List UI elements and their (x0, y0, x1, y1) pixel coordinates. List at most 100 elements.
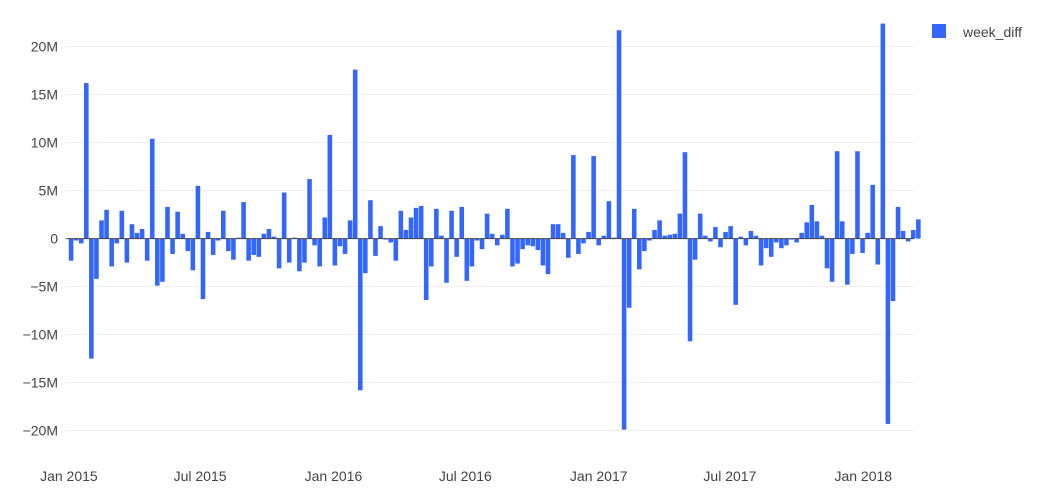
bar[interactable] (895, 206, 901, 239)
bar[interactable] (114, 238, 120, 244)
bar[interactable] (672, 233, 678, 239)
bar[interactable] (794, 238, 799, 243)
legend-label[interactable]: week_diff (962, 24, 1022, 40)
bar[interactable] (205, 231, 211, 239)
bar[interactable] (73, 238, 79, 241)
bar[interactable] (505, 208, 510, 239)
bar[interactable] (708, 238, 713, 242)
bar[interactable] (418, 205, 424, 239)
bar[interactable] (779, 238, 784, 249)
bar[interactable] (332, 238, 338, 266)
bar[interactable] (434, 208, 439, 239)
bar[interactable] (571, 155, 576, 239)
bar[interactable] (885, 238, 891, 424)
bar[interactable] (210, 238, 216, 255)
bar[interactable] (515, 238, 520, 264)
bar[interactable] (119, 210, 125, 239)
bar[interactable] (510, 238, 515, 267)
bar[interactable] (768, 238, 774, 257)
bar[interactable] (855, 151, 860, 239)
bar[interactable] (576, 238, 581, 254)
bar[interactable] (423, 238, 429, 301)
bar[interactable] (357, 238, 363, 391)
bar[interactable] (642, 238, 647, 252)
bar[interactable] (266, 229, 272, 239)
bar[interactable] (175, 211, 180, 239)
bar[interactable] (763, 238, 769, 249)
bar[interactable] (850, 238, 855, 254)
bar[interactable] (682, 152, 688, 239)
bar[interactable] (550, 224, 556, 239)
bar[interactable] (743, 238, 749, 246)
bar[interactable] (845, 238, 850, 285)
bar[interactable] (829, 238, 835, 282)
bar[interactable] (647, 238, 652, 241)
bar[interactable] (215, 238, 221, 241)
bar[interactable] (439, 235, 444, 239)
legend[interactable]: week_diff (932, 24, 1022, 40)
bar[interactable] (78, 238, 84, 244)
bar[interactable] (555, 224, 561, 239)
bar[interactable] (281, 192, 287, 239)
bar[interactable] (591, 156, 596, 239)
bar[interactable] (677, 213, 683, 239)
bar[interactable] (139, 229, 145, 239)
bar[interactable] (297, 238, 302, 272)
bar[interactable] (799, 232, 804, 239)
bar[interactable] (601, 235, 607, 239)
bar[interactable] (738, 236, 744, 239)
bar[interactable] (500, 234, 505, 239)
bar[interactable] (286, 238, 292, 263)
bar[interactable] (748, 230, 754, 239)
bar[interactable] (733, 238, 738, 305)
bar[interactable] (261, 233, 267, 239)
bar[interactable] (403, 229, 409, 239)
bar[interactable] (809, 205, 815, 239)
bar[interactable] (398, 210, 404, 239)
bar[interactable] (484, 213, 490, 239)
bar[interactable] (469, 238, 475, 267)
bar[interactable] (165, 206, 170, 239)
bar[interactable] (373, 238, 378, 256)
bar[interactable] (606, 201, 612, 239)
bar[interactable] (413, 207, 419, 239)
bar[interactable] (916, 219, 921, 239)
bar[interactable] (84, 83, 89, 239)
bar[interactable] (408, 217, 414, 239)
bar[interactable] (226, 238, 231, 252)
bar[interactable] (631, 208, 637, 239)
bar[interactable] (652, 229, 657, 239)
bar[interactable] (104, 209, 109, 239)
bar[interactable] (870, 184, 875, 239)
bar[interactable] (317, 238, 322, 267)
bar[interactable] (804, 222, 810, 239)
bar[interactable] (352, 69, 358, 239)
bar[interactable] (814, 221, 820, 239)
bar[interactable] (819, 235, 825, 239)
bar[interactable] (667, 234, 673, 239)
bar[interactable] (687, 238, 693, 342)
bar[interactable] (692, 238, 698, 260)
bar[interactable] (449, 210, 454, 239)
bar[interactable] (454, 238, 459, 257)
bar[interactable] (753, 235, 759, 239)
bar[interactable] (459, 206, 465, 239)
bar[interactable] (129, 224, 135, 239)
bar[interactable] (657, 220, 662, 239)
bar[interactable] (839, 221, 845, 239)
bar[interactable] (565, 238, 571, 258)
bar[interactable] (109, 238, 114, 267)
bar[interactable] (155, 238, 160, 286)
bar[interactable] (758, 238, 764, 266)
bar[interactable] (494, 238, 500, 246)
bar[interactable] (774, 238, 779, 243)
bar[interactable] (702, 235, 708, 239)
bar[interactable] (479, 238, 485, 250)
bar[interactable] (195, 185, 201, 239)
bar[interactable] (713, 227, 718, 239)
bar[interactable] (271, 236, 277, 239)
bar[interactable] (251, 238, 257, 255)
bar[interactable] (429, 238, 434, 267)
bar[interactable] (464, 238, 470, 281)
bar[interactable] (200, 238, 206, 300)
